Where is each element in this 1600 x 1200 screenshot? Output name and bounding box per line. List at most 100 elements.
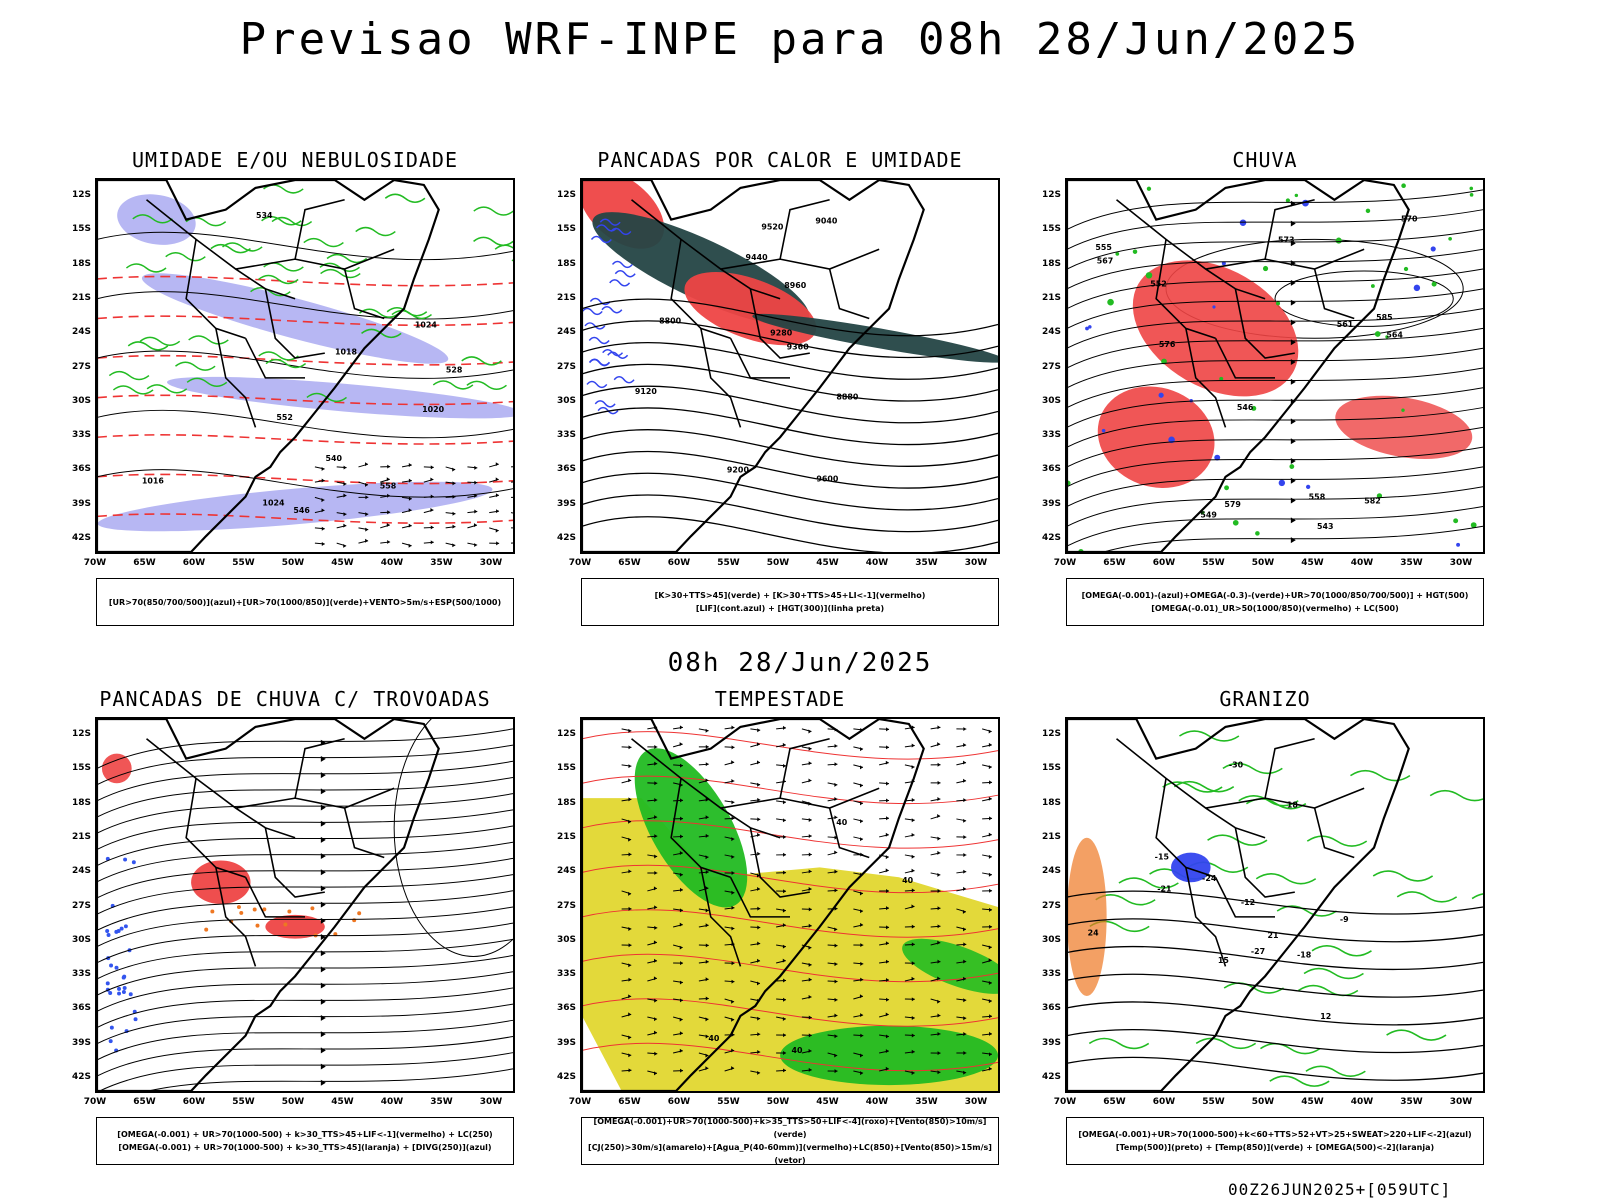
longitude-label: 60W	[1152, 1097, 1176, 1107]
longitude-label: 45W	[1301, 1097, 1324, 1107]
longitude-label: 55W	[1202, 558, 1225, 568]
latitude-label: 12S	[556, 729, 576, 739]
contour-label: 546	[293, 506, 310, 515]
contour-label: 543	[1317, 522, 1334, 531]
longitude-label: 70W	[568, 1097, 592, 1107]
longitude-label: 60W	[182, 1097, 206, 1107]
latitude-label: 27S	[71, 361, 91, 372]
latitude-label: 39S	[556, 1037, 576, 1048]
latitude-label: 24S	[1041, 327, 1061, 338]
contour-label: 579	[1224, 500, 1241, 509]
legend-line: [K>30+TTS>45](verde) + [K>30+TTS>45+LI<-…	[654, 591, 926, 600]
longitude-label: 65W	[1103, 558, 1126, 568]
latitude-label: 24S	[1041, 866, 1061, 877]
latitude-label: 42S	[556, 533, 576, 543]
latitude-label: 12S	[71, 729, 91, 739]
longitude-label: 70W	[83, 1097, 107, 1107]
contour-label: 561	[1337, 320, 1354, 329]
longitude-label: 55W	[1202, 1097, 1225, 1107]
longitude-label: 35W	[1400, 1097, 1423, 1107]
contour-label: -24	[1202, 874, 1217, 883]
map-panel-chuva: CHUVA 585 582 579 576 573 570 567 564 561 558 555 55…	[1025, 148, 1505, 626]
map-area: 1016 1018 1020 1024 1024 552 558 546 540 534 528	[95, 178, 515, 554]
contour-label: 567	[1097, 257, 1114, 266]
longitude-label: 40W	[380, 1097, 404, 1107]
panel-title: UMIDADE E/OU NEBULOSIDADE	[131, 148, 459, 172]
latitude-label: 21S	[556, 292, 576, 303]
contour-label: 552	[276, 413, 293, 422]
longitude-label: 45W	[331, 1097, 354, 1107]
longitude-label: 30W	[479, 558, 503, 568]
latitude-label: 39S	[71, 1037, 91, 1048]
longitude-label: 65W	[133, 558, 156, 568]
longitude-label: 55W	[717, 558, 740, 568]
latitude-label: 15S	[71, 224, 91, 235]
latitude-label: 33S	[1041, 430, 1061, 441]
longitude-label: 45W	[1301, 558, 1324, 568]
longitude-label: 45W	[331, 558, 354, 568]
map-area: 585 582 579 576 573 570 567 564 561 558 555 552 549 5…	[1065, 178, 1485, 554]
contour-label: 9520	[761, 222, 784, 231]
map-area: -9 -12 -15 -18 -21 -24 -27 -30 24 12 15 18 21	[1065, 717, 1485, 1093]
contour-label: 24	[1088, 928, 1100, 937]
latitude-label: 24S	[556, 327, 576, 338]
latitude-label: 36S	[1041, 464, 1061, 475]
panel-title: TEMPESTADE	[714, 687, 846, 711]
contour-label: 540	[325, 454, 342, 463]
longitude-label: 30W	[1449, 1097, 1473, 1107]
longitude-label: 40W	[865, 1097, 889, 1107]
contour-label: -18	[1297, 950, 1312, 959]
longitude-label: 70W	[568, 558, 592, 568]
longitude-label: 50W	[281, 1097, 305, 1107]
legend-line: [OMEGA(-0.001)-(azul)+OMEGA(-0.3)-(verde…	[1081, 591, 1469, 600]
latitude-label: 21S	[71, 292, 91, 303]
legend-line: [OMEGA(-0.001) + UR>70(1000-500) + k>30_…	[117, 1130, 493, 1139]
latitude-label: 18S	[556, 258, 576, 269]
longitude-label: 35W	[430, 1097, 453, 1107]
longitude-label: 35W	[915, 1097, 938, 1107]
latitude-label: 15S	[71, 763, 91, 774]
panel-legend: [UR>70(850/700/500)](azul)+[UR>70(1000/8…	[96, 578, 514, 626]
longitude-label: 65W	[618, 558, 641, 568]
map-panel-umidade: UMIDADE E/OU NEBULOSIDADE 1016 1018 1020 102…	[55, 148, 535, 626]
latitude-label: 36S	[556, 1003, 576, 1014]
legend-line: [OMEGA(-0.001)+UR>70(1000-500)+k<60+TTS>…	[1078, 1130, 1472, 1139]
latitude-label: 18S	[71, 797, 91, 808]
latitude-label: 42S	[556, 1072, 576, 1082]
map-panel-tempestade: TEMPESTADE 40 40 40 40 12S 15S 18S 21S 24S 27S 30S 3…	[540, 687, 1020, 1165]
contour-label: 528	[446, 366, 463, 375]
latitude-label: 27S	[556, 900, 576, 911]
longitude-label: 30W	[479, 1097, 503, 1107]
latitude-label: 30S	[556, 934, 576, 945]
longitude-label: 40W	[380, 558, 404, 568]
map-area: 40 40 40 40	[580, 717, 1000, 1093]
latitude-label: 12S	[1041, 190, 1061, 200]
latitude-label: 24S	[556, 866, 576, 877]
latitude-label: 21S	[556, 831, 576, 842]
longitude-label: 60W	[1152, 558, 1176, 568]
valid-time-subtitle: 08h 28/Jun/2025	[667, 648, 933, 678]
longitude-label: 40W	[1350, 1097, 1374, 1107]
weather-map: 9600 9520 9440 9360 9280 9200 9120 9040 8960 8880…	[582, 180, 998, 552]
longitude-label: 65W	[618, 1097, 641, 1107]
latitude-label: 42S	[1041, 1072, 1061, 1082]
latitude-label: 33S	[556, 969, 576, 980]
contour-label: 573	[1278, 236, 1295, 245]
latitude-label: 33S	[71, 430, 91, 441]
contour-label: 9120	[635, 387, 658, 396]
latitude-label: 24S	[71, 866, 91, 877]
panel-title: PANCADAS POR CALOR E UMIDADE	[597, 148, 963, 172]
contour-label: 576	[1159, 340, 1176, 349]
latitude-label: 39S	[71, 498, 91, 509]
latitude-label: 21S	[1041, 292, 1061, 303]
contour-label: 15	[1218, 956, 1229, 965]
latitude-label: 30S	[556, 395, 576, 406]
contour-label: 534	[256, 211, 273, 220]
map-panel-granizo: GRANIZO -9 -12 -15 -18 -21 -24 -27 -30 24 12 15 18 21…	[1025, 687, 1505, 1165]
latitude-label: 12S	[71, 190, 91, 200]
legend-line: [OMEGA(-0.01)_UR>50(1000/850)(vermelho) …	[1151, 604, 1399, 613]
longitude-label: 55W	[232, 558, 255, 568]
latitude-label: 30S	[71, 395, 91, 406]
contour-label: 8800	[659, 317, 682, 326]
map-area: 9600 9520 9440 9360 9280 9200 9120 9040 8960 8880…	[580, 178, 1000, 554]
